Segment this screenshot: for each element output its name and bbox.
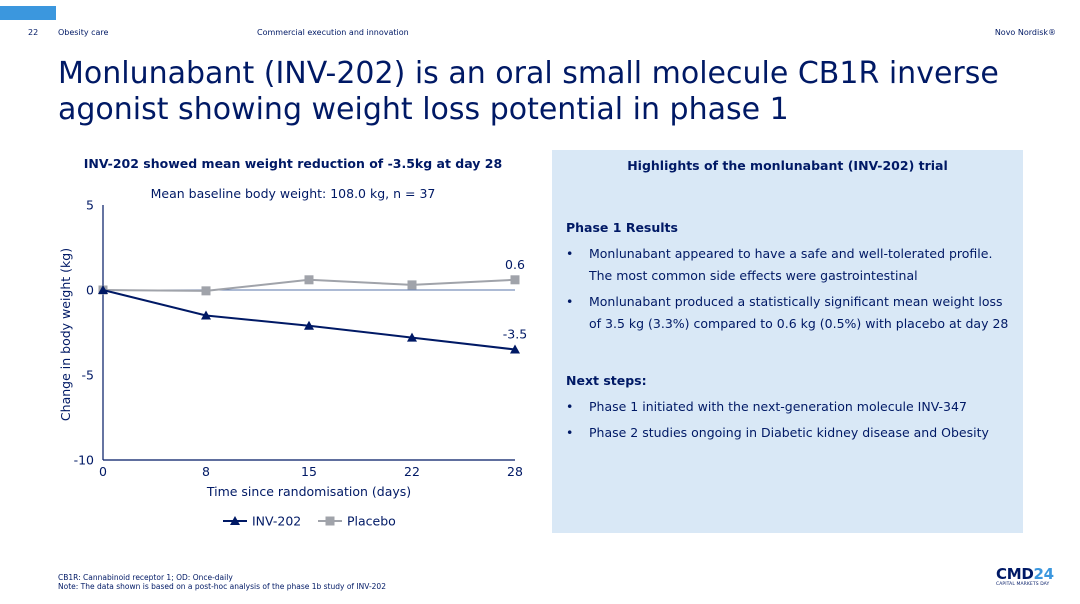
data-point — [304, 275, 314, 285]
highlights-panel: Highlights of the monlunabant (INV-202) … — [552, 150, 1023, 533]
next-step-item: • Phase 1 initiated with the next-generat… — [566, 396, 1016, 418]
legend-item: Placebo — [318, 514, 396, 529]
legend-label: INV-202 — [252, 514, 301, 529]
data-label: -3.5 — [503, 327, 527, 342]
results-text: Monlunabant appeared to have a safe and … — [589, 246, 993, 283]
weight-change-chart: 5 0 -5 -10 0 8 15 22 28 0.6 -3.5 Change in body … — [58, 198, 527, 529]
bullet-icon: • — [566, 246, 574, 261]
logo-subtitle: CAPITAL MARKETS DAY — [996, 582, 1050, 587]
next-steps-list: • Phase 1 initiated with the next-generat… — [566, 396, 1016, 448]
legend-label: Placebo — [347, 514, 396, 529]
data-point — [98, 285, 108, 294]
x-tick-label: 28 — [507, 464, 523, 479]
results-item: • Monlunabant produced a statistically si… — [566, 291, 1016, 335]
logo-text: CMD — [996, 565, 1034, 583]
slide-title: Monlunabant (INV-202) is an oral small m… — [58, 56, 999, 127]
next-steps-heading: Next steps: — [566, 373, 647, 388]
brand-label: Novo Nordisk® — [994, 28, 1056, 37]
series-line — [102, 289, 516, 351]
next-step-text: Phase 1 initiated with the next-generati… — [589, 399, 967, 414]
next-step-item: • Phase 2 studies ongoing in Diabetic kid… — [566, 422, 1016, 444]
results-text: Monlunabant produced a statistically sig… — [589, 294, 1009, 331]
section-label: Obesity care — [58, 28, 109, 37]
bullet-icon: • — [566, 399, 574, 414]
legend-marker — [230, 516, 240, 525]
page-number: 22 — [28, 28, 39, 37]
series-inv-202: -3.5 — [98, 285, 527, 354]
data-point — [201, 286, 211, 296]
data-point — [201, 310, 211, 320]
results-heading: Phase 1 Results — [566, 220, 678, 235]
y-tick-label: 0 — [86, 283, 94, 298]
x-tick-label: 15 — [301, 464, 317, 479]
cmd24-logo: CMD24 CAPITAL MARKETS DAY — [996, 565, 1056, 588]
y-axis-label: Change in body weight (kg) — [58, 248, 73, 421]
chart-legend: INV-202 Placebo — [223, 514, 396, 529]
data-point — [304, 320, 314, 330]
legend-item: INV-202 — [223, 514, 301, 529]
data-point — [407, 280, 417, 290]
bullet-icon: • — [566, 294, 574, 309]
legend-marker — [325, 516, 335, 526]
x-tick-label: 0 — [99, 464, 107, 479]
footnote-abbreviations: CB1R: Cannabinoid receptor 1; OD: Once-d… — [58, 573, 233, 582]
accent-bar — [0, 6, 56, 20]
x-tick-label: 8 — [202, 464, 210, 479]
data-point — [407, 332, 417, 342]
logo-number: 24 — [1033, 565, 1055, 583]
y-tick-label: 5 — [86, 198, 94, 213]
data-point — [510, 344, 520, 354]
x-axis-label: Time since randomisation (days) — [206, 484, 411, 499]
subsection-label: Commercial execution and innovation — [257, 28, 409, 37]
results-list: • Monlunabant appeared to have a safe and… — [566, 243, 1016, 339]
footnote-note: Note: The data shown is based on a post-… — [58, 582, 386, 591]
panel-title: Highlights of the monlunabant (INV-202) … — [627, 158, 948, 173]
next-step-text: Phase 2 studies ongoing in Diabetic kidn… — [589, 425, 989, 440]
data-label: 0.6 — [505, 257, 525, 272]
chart-subtitle: Mean baseline body weight: 108.0 kg, n =… — [150, 186, 436, 201]
y-tick-label: -10 — [74, 453, 94, 468]
bullet-icon: • — [566, 425, 574, 440]
data-point — [510, 275, 520, 285]
y-tick-label: -5 — [82, 368, 94, 383]
x-tick-label: 22 — [404, 464, 420, 479]
results-item: • Monlunabant appeared to have a safe and… — [566, 243, 1016, 287]
chart-title: INV-202 showed mean weight reduction of … — [83, 156, 503, 171]
